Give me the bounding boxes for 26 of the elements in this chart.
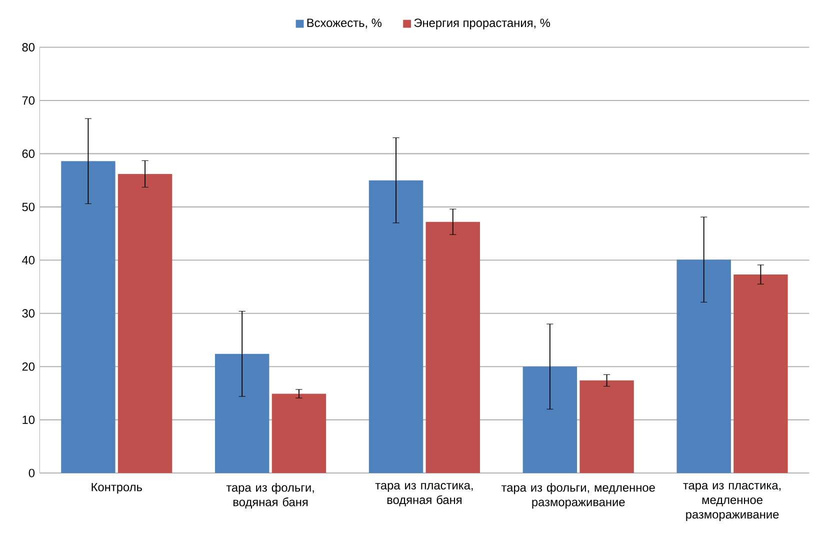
x-tick-label: тара из пластика, медленное размораживание bbox=[683, 482, 781, 521]
y-tick-label: 0 bbox=[28, 468, 35, 478]
legend-label: Энергия прорастания, % bbox=[414, 18, 550, 30]
bar bbox=[215, 354, 270, 473]
y-tick-label: 20 bbox=[22, 362, 35, 371]
bar bbox=[61, 160, 116, 473]
bar bbox=[118, 174, 172, 473]
bar bbox=[676, 259, 731, 473]
y-tick-label: 50 bbox=[22, 202, 35, 211]
bar bbox=[368, 180, 424, 473]
x-tick-label: тара из фольги, водяная баня bbox=[226, 482, 314, 508]
bar bbox=[734, 274, 788, 473]
legend-label: Всхожесть, % bbox=[307, 18, 382, 28]
y-tick-label: 30 bbox=[22, 308, 35, 318]
bar bbox=[272, 394, 326, 473]
y-tick-label: 60 bbox=[22, 149, 35, 158]
bar bbox=[580, 380, 634, 473]
bar bbox=[522, 366, 578, 473]
bar bbox=[426, 222, 480, 473]
y-tick-label: 10 bbox=[22, 415, 35, 424]
y-tick-label: 40 bbox=[22, 256, 35, 264]
x-tick-label: Контроль bbox=[92, 482, 142, 494]
x-tick-label: тара из пластика, водяная баня bbox=[375, 482, 473, 506]
y-tick-label: 70 bbox=[22, 96, 35, 104]
y-tick-label: 80 bbox=[22, 42, 35, 52]
x-tick-label: тара из фольги, медленное размораживание bbox=[501, 482, 655, 508]
